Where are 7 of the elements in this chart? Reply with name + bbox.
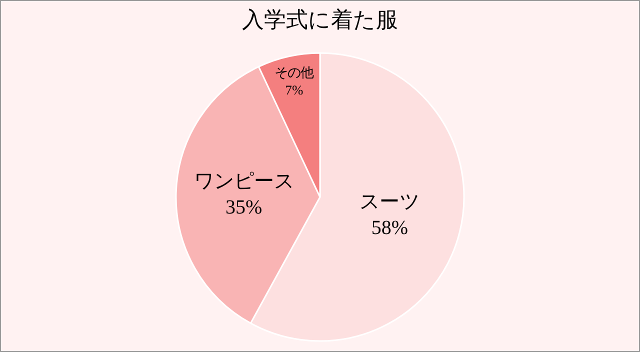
data-label: 58% — [371, 216, 408, 239]
slice-label: その他 — [274, 64, 314, 80]
data-label: 7% — [285, 82, 304, 98]
slice-label: ワンピース — [194, 170, 294, 193]
data-label: 35% — [226, 196, 262, 219]
chart-title: 入学式に着た服 — [242, 6, 398, 32]
slice-label: スーツ — [360, 190, 420, 213]
